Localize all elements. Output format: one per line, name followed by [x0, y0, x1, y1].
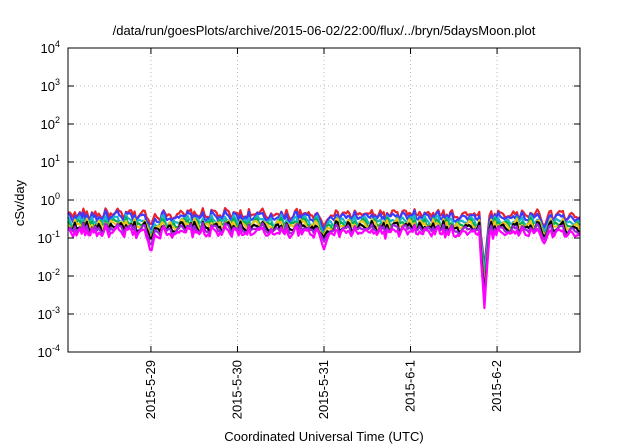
y-tick-label: 101: [41, 153, 60, 170]
y-tick-label: 10-3: [38, 305, 60, 322]
chart-title: /data/run/goesPlots/archive/2015-06-02/2…: [113, 23, 536, 38]
y-axis-label: cSv/day: [12, 179, 27, 226]
y-axis: 10-4 10-3 10-2 10-1 100 101 102 103 104: [38, 39, 580, 360]
y-tick-label: 100: [41, 191, 60, 208]
x-tick-label: 2015-6-2: [489, 360, 504, 412]
y-tick-label: 102: [41, 115, 60, 132]
y-tick-label: 10-1: [38, 229, 60, 246]
x-tick-label: 2015-5-29: [143, 360, 158, 419]
series-line: [68, 221, 581, 304]
x-axis-label: Coordinated Universal Time (UTC): [224, 429, 423, 444]
x-tick-label: 2015-5-30: [229, 360, 244, 419]
x-axis: 2015-5-29 2015-5-30 2015-5-31 2015-6-1 2015-…: [143, 48, 504, 419]
x-tick-label: 2015-6-1: [403, 360, 418, 412]
x-tick-label: 2015-5-31: [316, 360, 331, 419]
grid-lines: [68, 47, 580, 353]
series-lines: [66, 207, 581, 310]
y-tick-label: 103: [41, 77, 60, 94]
y-tick-label: 10-4: [38, 343, 60, 360]
series-line: [67, 209, 581, 274]
series-line: [67, 225, 581, 310]
y-tick-label: 10-2: [38, 267, 60, 284]
y-tick-label: 104: [41, 39, 60, 56]
